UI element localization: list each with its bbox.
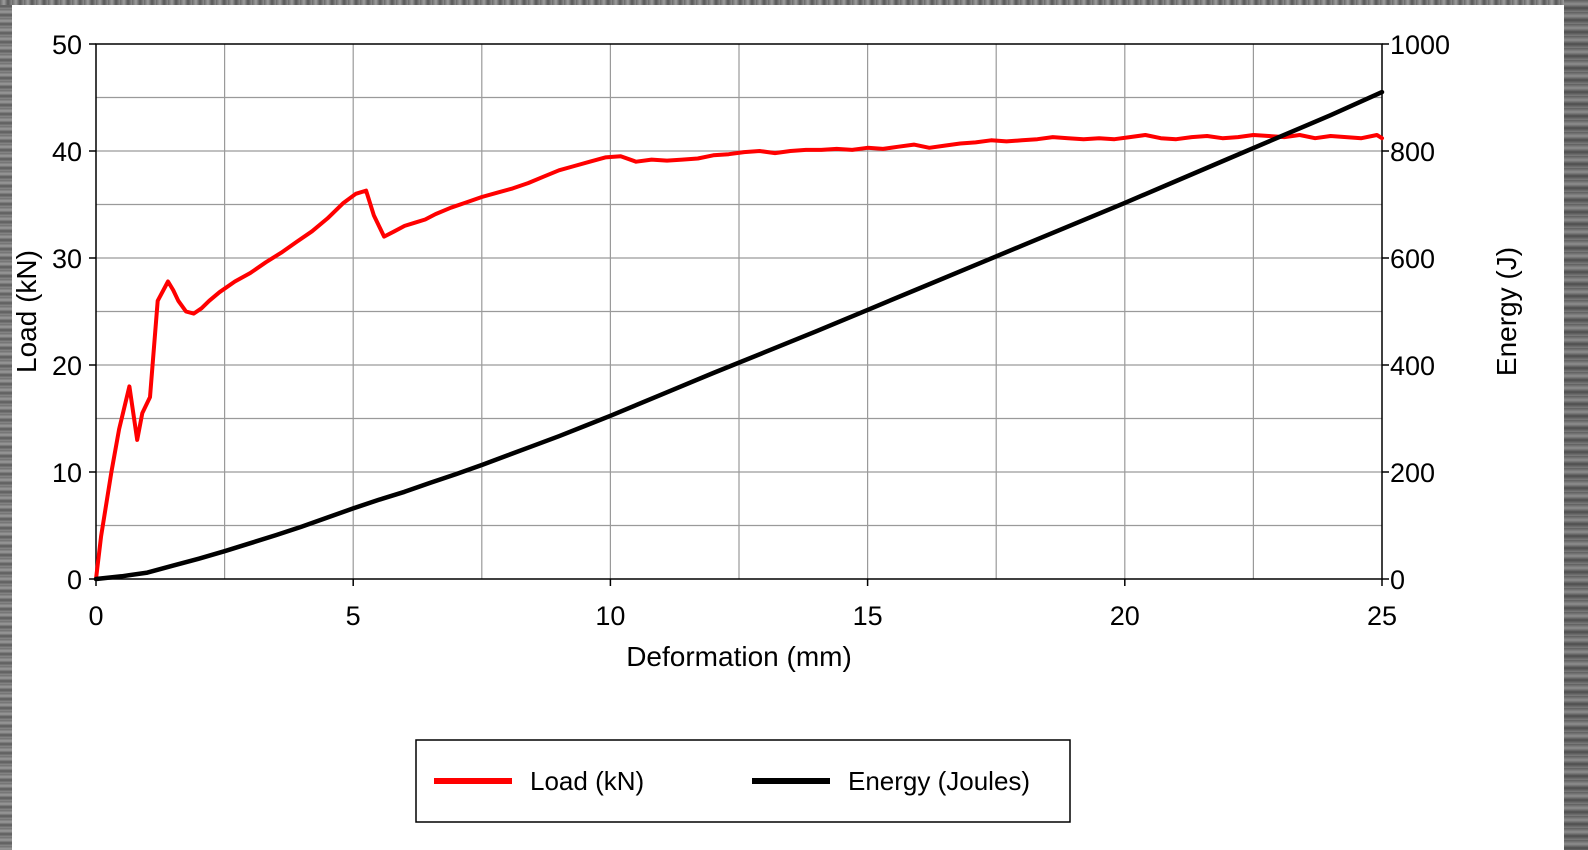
x-tick-label: 25: [1367, 601, 1397, 631]
y-tick-label: 0: [67, 565, 82, 595]
legend: Load (kN) Energy (Joules): [415, 739, 1071, 823]
x-tick-label: 20: [1110, 601, 1140, 631]
legend-label-load: Load (kN): [530, 766, 644, 796]
series-lines: [93, 89, 1385, 582]
x-axis-label: Deformation (mm): [626, 641, 852, 672]
y2-tick-label: 0: [1390, 565, 1405, 595]
y2-tick-label: 1000: [1390, 30, 1450, 60]
legend-label-energy: Energy (Joules): [848, 766, 1030, 796]
y2-tick-label: 600: [1390, 244, 1435, 274]
plot-area-frame: [95, 43, 1383, 580]
image-border-right: [1564, 0, 1588, 850]
y-tick-label: 50: [52, 30, 82, 60]
axis-ticks: 0 5 10 15 20 25 0 10 20 30 40 50 0 200 400 600 800 1000: [52, 30, 1450, 631]
x-tick-label: 0: [88, 601, 103, 631]
y2-tick-label: 400: [1390, 351, 1435, 381]
energy-series-line: [93, 89, 1385, 582]
x-tick-label: 10: [595, 601, 625, 631]
y-axis-label-right: Energy (J): [1491, 247, 1522, 376]
load-series-line: [94, 133, 1384, 581]
image-border-left: [0, 0, 12, 850]
y-tick-label: 10: [52, 458, 82, 488]
image-border-top: [0, 0, 1588, 5]
y-axis-label-left: Load (kN): [11, 250, 42, 373]
legend-box: [415, 739, 1071, 823]
grid: [96, 44, 1382, 579]
y2-tick-label: 200: [1390, 458, 1435, 488]
y-tick-label: 40: [52, 137, 82, 167]
y2-tick-label: 800: [1390, 137, 1435, 167]
x-tick-label: 15: [853, 601, 883, 631]
x-tick-label: 5: [346, 601, 361, 631]
y-tick-label: 30: [52, 244, 82, 274]
y-tick-label: 20: [52, 351, 82, 381]
